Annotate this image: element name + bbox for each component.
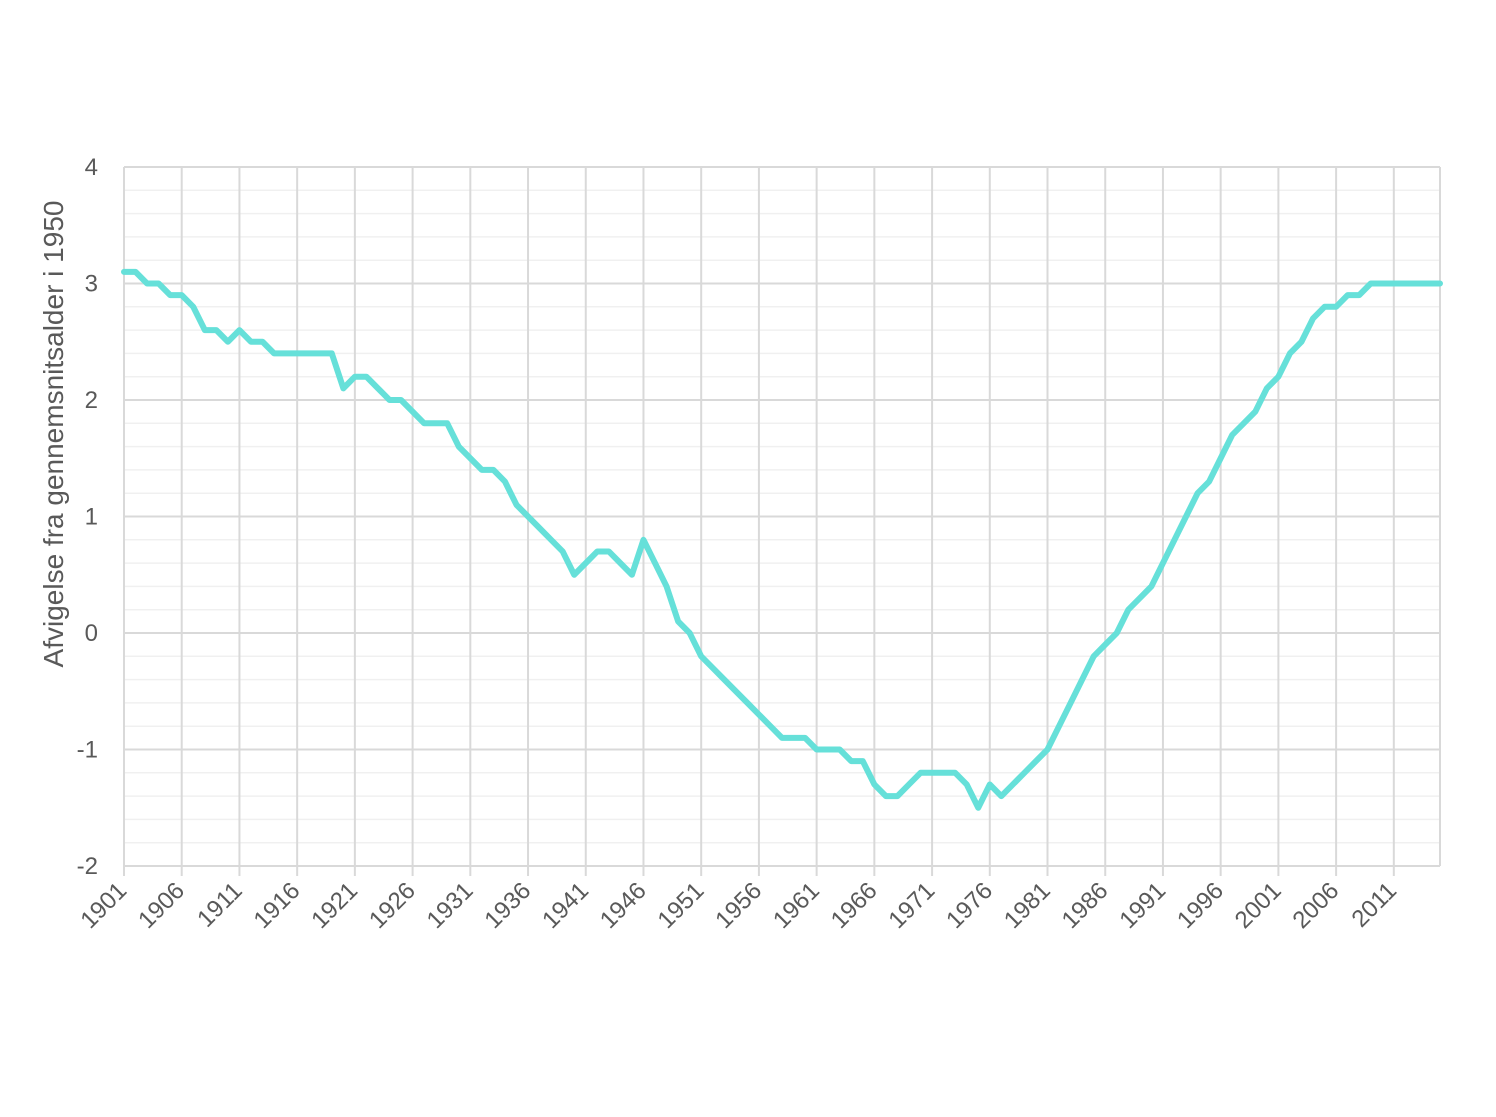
y-axis-title: Afvigelse fra gennemsnitsalder i 1950 <box>38 201 69 668</box>
y-tick-label: 2 <box>85 387 98 414</box>
major-gridlines <box>123 166 1440 876</box>
x-tick-label: 1996 <box>1172 877 1229 934</box>
y-tick-labels: -2 -1 0 1 2 3 4 <box>77 154 98 880</box>
x-tick-label: 2006 <box>1288 877 1345 934</box>
x-tick-label: 1991 <box>1114 877 1171 934</box>
x-tick-label: 1946 <box>595 877 652 934</box>
y-tick-label: -1 <box>77 737 98 764</box>
x-tick-label: 1936 <box>479 877 536 934</box>
x-tick-label: 1906 <box>133 877 190 934</box>
y-tick-label: -2 <box>77 853 98 880</box>
x-tick-label: 1961 <box>768 877 825 934</box>
x-tick-label: 1911 <box>192 877 248 933</box>
x-tick-label: 1931 <box>422 877 479 934</box>
x-tick-label: 1901 <box>75 877 132 934</box>
x-tick-label: 1951 <box>653 877 710 934</box>
series-line <box>121 268 1443 811</box>
y-tick-label: 0 <box>85 620 98 647</box>
x-tick-label: 1976 <box>941 877 998 934</box>
x-tick-label: 1966 <box>826 877 883 934</box>
x-tick-label: 1916 <box>249 877 306 934</box>
x-tick-label: 1986 <box>1057 877 1114 934</box>
y-tick-label: 1 <box>85 504 98 531</box>
y-tick-label: 3 <box>85 271 98 298</box>
x-tick-label: 1941 <box>537 877 594 934</box>
series-group <box>121 268 1443 811</box>
x-tick-label: 1921 <box>306 877 363 934</box>
x-tick-label: 1956 <box>710 877 767 934</box>
x-tick-label: 2001 <box>1230 877 1287 934</box>
x-tick-label: 1926 <box>364 877 421 934</box>
x-tick-label: 1981 <box>999 877 1056 934</box>
x-tick-label: 2011 <box>1346 877 1402 933</box>
x-tick-labels: 1901 1906 1911 1916 1921 1926 1931 1936 1941 1946… <box>75 877 1402 934</box>
x-tick-label: 1971 <box>883 877 940 934</box>
y-tick-label: 4 <box>85 154 98 181</box>
